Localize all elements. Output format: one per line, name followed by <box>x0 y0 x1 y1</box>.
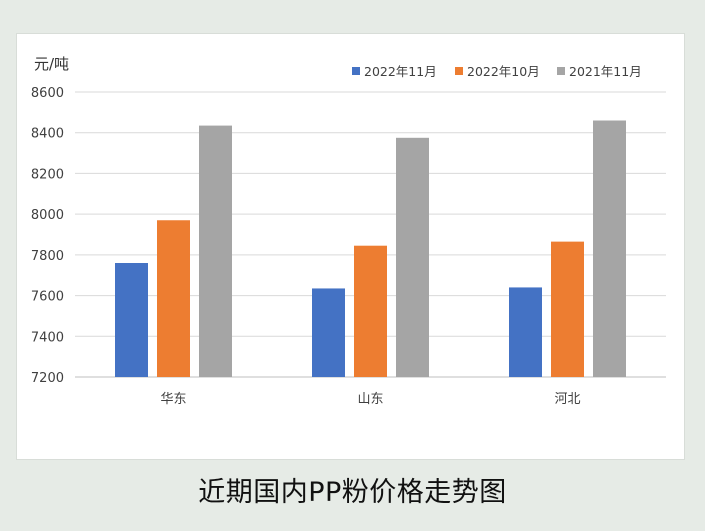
bar <box>354 245 387 377</box>
y-axis-ticks: 7200 7400 7600 7800 8000 8200 8400 8600 <box>31 86 64 386</box>
x-category-label: 河北 <box>554 392 580 407</box>
x-category-label: 华东 <box>160 392 186 407</box>
y-tick-label: 7800 <box>31 249 64 264</box>
legend: 2022年11月 2022年10月 2021年11月 <box>352 64 642 79</box>
bar <box>593 120 626 377</box>
legend-swatch <box>557 67 565 75</box>
x-category-label: 山东 <box>357 392 383 407</box>
bar <box>551 241 584 377</box>
bar <box>312 288 345 377</box>
y-tick-label: 8000 <box>31 208 64 223</box>
y-tick-label: 8400 <box>31 127 64 142</box>
legend-label: 2021年11月 <box>569 64 642 79</box>
bar <box>115 263 148 377</box>
bar <box>199 125 232 377</box>
y-tick-label: 7400 <box>31 330 64 345</box>
y-tick-label: 8600 <box>31 86 64 101</box>
bar <box>396 137 429 377</box>
x-axis-labels: 华东 山东 河北 <box>160 392 580 407</box>
bars <box>115 120 626 377</box>
legend-swatch <box>455 67 463 75</box>
y-tick-label: 8200 <box>31 167 64 182</box>
legend-label: 2022年11月 <box>364 64 437 79</box>
y-axis-unit-label: 元/吨 <box>34 55 69 73</box>
y-tick-label: 7200 <box>31 371 64 386</box>
bar <box>157 220 190 377</box>
y-tick-label: 7600 <box>31 290 64 305</box>
legend-swatch <box>352 67 360 75</box>
bar <box>509 287 542 377</box>
legend-label: 2022年10月 <box>467 64 540 79</box>
chart-caption: 近期国内PP粉价格走势图 <box>198 477 507 508</box>
